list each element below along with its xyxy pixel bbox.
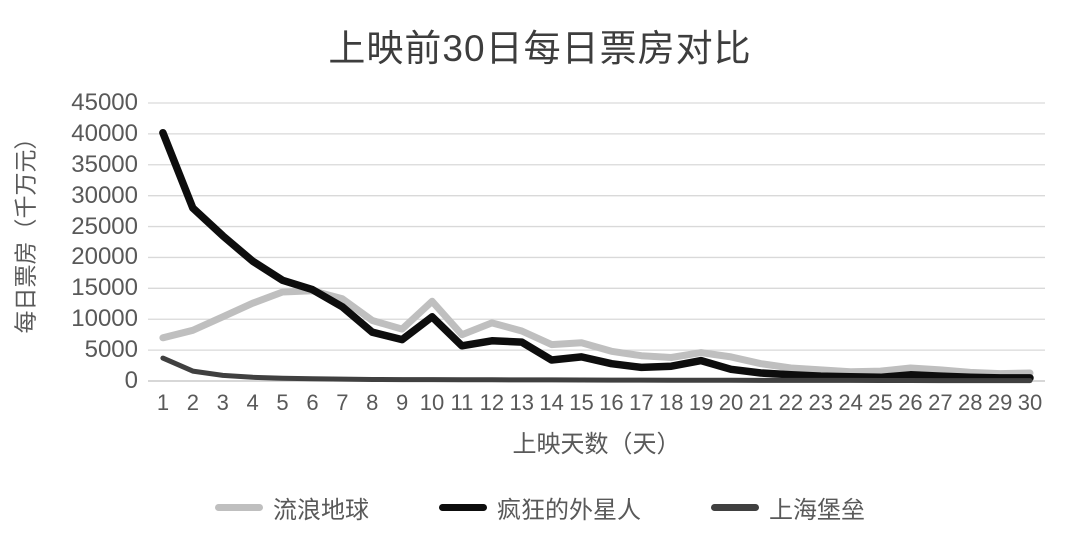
x-tick-label: 5 xyxy=(276,390,289,415)
y-tick-label: 15000 xyxy=(71,274,138,302)
x-tick-label: 4 xyxy=(246,390,259,415)
x-tick-label: 12 xyxy=(479,390,505,415)
x-tick-label: 16 xyxy=(599,390,624,415)
y-tick-label: 35000 xyxy=(71,150,138,178)
x-tick-label: 10 xyxy=(419,390,445,415)
y-tick-label: 45000 xyxy=(71,89,138,116)
y-tick-label: 10000 xyxy=(71,305,138,333)
x-tick-label: 11 xyxy=(450,390,474,415)
x-tick-label: 8 xyxy=(366,390,379,415)
x-tick-label: 1 xyxy=(156,390,170,415)
x-tick-label: 25 xyxy=(868,390,893,415)
y-tick-label: 40000 xyxy=(71,119,138,147)
series-line-1 xyxy=(159,128,1034,382)
chart-title: 上映前30日每日票房对比 xyxy=(328,28,752,69)
x-tick-label: 26 xyxy=(898,390,923,415)
x-tick-label: 22 xyxy=(778,390,804,415)
legend-swatch-icon xyxy=(711,504,759,511)
x-tick-label: 20 xyxy=(718,390,744,415)
y-tick-label: 20000 xyxy=(71,243,138,271)
x-tick-label: 18 xyxy=(659,390,684,415)
x-tick-label: 27 xyxy=(928,390,953,415)
legend-swatch-icon xyxy=(439,504,487,511)
x-tick-label: 30 xyxy=(1017,390,1043,415)
legend-label: 疯狂的外星人 xyxy=(497,497,641,524)
x-tick-label: 9 xyxy=(396,390,409,415)
x-tick-label: 17 xyxy=(629,390,654,415)
legend-item-2: 上海堡垒 xyxy=(711,490,865,525)
y-tick-label: 25000 xyxy=(71,212,138,240)
series-line-2 xyxy=(160,355,1033,384)
y-tick-label: 5000 xyxy=(84,336,138,364)
x-tick-label: 2 xyxy=(186,390,199,415)
x-tick-label: 19 xyxy=(688,390,714,415)
legend-item-0: 流浪地球 xyxy=(215,490,369,525)
legend-item-1: 疯狂的外星人 xyxy=(439,490,641,525)
y-tick-label: 30000 xyxy=(71,181,138,209)
x-tick-label: 6 xyxy=(306,390,319,415)
legend-label: 上海堡垒 xyxy=(769,497,865,524)
x-tick-label: 14 xyxy=(539,390,564,415)
x-tick-label: 28 xyxy=(958,390,983,415)
legend: 流浪地球 疯狂的外星人 上海堡垒 xyxy=(0,490,1080,525)
x-tick-label: 3 xyxy=(216,390,229,415)
y-tick-label: 0 xyxy=(124,367,138,394)
x-tick-label: 13 xyxy=(509,390,534,415)
x-tick-label: 29 xyxy=(987,390,1013,415)
legend-label: 流浪地球 xyxy=(273,497,369,524)
x-tick-label: 7 xyxy=(336,390,349,415)
x-tick-label: 21 xyxy=(748,390,774,415)
x-tick-label: 15 xyxy=(569,390,594,415)
x-axis-title: 上映天数（天） xyxy=(512,431,681,458)
legend-swatch-icon xyxy=(215,504,263,511)
x-tick-label: 24 xyxy=(838,390,863,415)
x-tick-label: 23 xyxy=(808,390,833,415)
